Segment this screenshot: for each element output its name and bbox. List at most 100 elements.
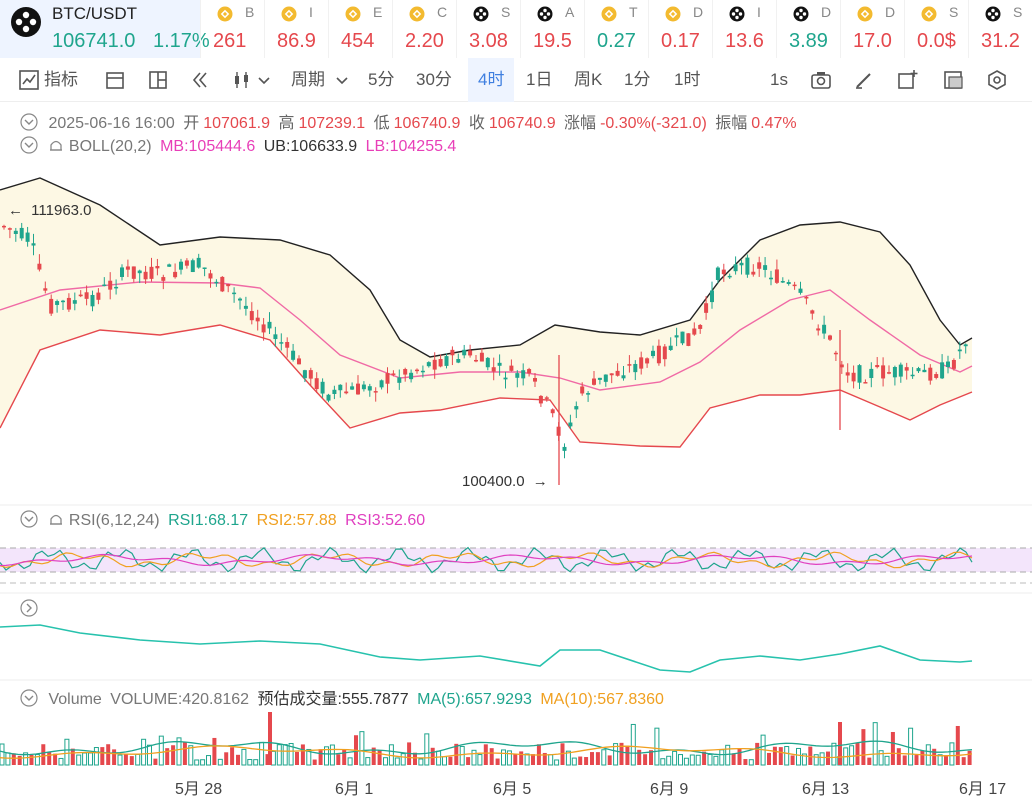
volume-bar	[265, 754, 270, 765]
candle-body	[739, 262, 744, 266]
boll-name: BOLL(20,2)	[68, 138, 152, 155]
candle-body	[2, 225, 6, 228]
volume-bar	[123, 753, 128, 765]
rsi2-line	[0, 551, 973, 569]
ticker-item[interactable]: D 3.89	[776, 0, 840, 58]
ticker-item[interactable]: D 17.0	[840, 0, 904, 58]
interval-1m[interactable]: 1分	[624, 70, 651, 89]
layers-icon[interactable]	[943, 69, 965, 91]
candle-body	[639, 357, 644, 369]
indicator-button[interactable]: 指标	[44, 70, 78, 89]
ticker-item[interactable]: S 3.08	[456, 0, 520, 58]
ticker-item[interactable]: C 2.20	[392, 0, 456, 58]
volume-bar	[448, 756, 453, 765]
current-pair-ticker[interactable]: BTC/USDT 106741.0 1.17%	[0, 0, 210, 58]
ticker-item[interactable]: S 0.0$	[904, 0, 968, 58]
collapse-icon[interactable]	[20, 136, 38, 154]
x-tick-label: 5月 28	[175, 781, 223, 798]
ticker-item[interactable]: D 0.17	[648, 0, 712, 58]
candle-type-icon[interactable]	[231, 69, 253, 91]
volume-bar	[182, 742, 187, 765]
camera-icon[interactable]	[810, 69, 832, 91]
candle-body	[751, 271, 756, 275]
volume-bar	[878, 750, 884, 766]
expand-pane[interactable]	[20, 599, 38, 622]
volume-bar	[5, 752, 11, 766]
period-button[interactable]: 周期	[291, 70, 325, 89]
interval-30m[interactable]: 30分	[416, 70, 452, 89]
ticker-item[interactable]: E 454	[328, 0, 392, 58]
volume-bar	[176, 737, 182, 766]
chevron-down-icon[interactable]	[257, 69, 271, 91]
candle-body	[875, 365, 880, 368]
candle-body	[957, 349, 962, 352]
x-tick-label: 6月 5	[493, 781, 532, 798]
volume-bar	[578, 756, 583, 765]
candle-body	[167, 264, 172, 267]
candle-body	[391, 373, 396, 375]
interval-1h[interactable]: 1时	[674, 70, 701, 89]
ticker-name: S	[949, 4, 959, 20]
interval-5m[interactable]: 5分	[368, 70, 395, 89]
candle-body	[249, 311, 254, 321]
volume-ma10-line	[0, 745, 973, 759]
add-drawing-icon[interactable]	[896, 69, 918, 91]
volume-bar	[400, 753, 406, 766]
ticker-item[interactable]: T 0.27	[584, 0, 648, 58]
collapse-icon[interactable]	[20, 510, 38, 528]
candle-body	[586, 393, 591, 395]
volume-bar	[796, 747, 801, 766]
candle-body	[592, 378, 596, 385]
interval-week[interactable]: 周K	[574, 70, 603, 89]
pencil-icon[interactable]	[853, 69, 875, 91]
candle-body	[828, 335, 832, 340]
volume-bar	[678, 754, 683, 766]
volume-bar	[737, 748, 742, 765]
volume-bar	[324, 746, 329, 766]
pair-change: 1.17%	[153, 30, 210, 52]
candle-body	[869, 368, 874, 379]
volume-bar	[872, 722, 878, 766]
ticker-value: 261	[213, 30, 247, 52]
ticker-item[interactable]: I 86.9	[264, 0, 328, 58]
ticker-value: 19.5	[533, 30, 572, 52]
candle-body	[474, 359, 478, 362]
volume-bar	[683, 757, 689, 766]
ticker-name: D	[885, 4, 896, 20]
chart-toolbar: 指标 周期 5分 30分 4时 1日 周K 1分 1时 1s	[0, 58, 1032, 102]
candle-body	[285, 341, 290, 348]
candle-body	[90, 294, 95, 307]
calendar-icon[interactable]	[104, 69, 126, 91]
boll-mid-line	[0, 281, 973, 391]
candle-body	[226, 284, 231, 287]
chevron-right-icon[interactable]	[20, 599, 38, 617]
bell-icon[interactable]	[48, 512, 64, 528]
rewind-icon[interactable]	[189, 69, 211, 91]
candle-body	[816, 328, 821, 331]
rsi2-value: RSI2:57.88	[256, 512, 337, 529]
ticker-item[interactable]: A 19.5	[520, 0, 584, 58]
refresh-rate[interactable]: 1s	[770, 70, 788, 89]
ticker-item[interactable]: I 13.6	[712, 0, 776, 58]
volume-bar	[217, 758, 223, 766]
ticker-item[interactable]: B 261	[200, 0, 264, 58]
interval-1d[interactable]: 1日	[526, 70, 553, 89]
volume-bar	[801, 753, 807, 766]
volume-bar	[129, 756, 134, 765]
volume-bar	[347, 757, 353, 766]
settings-icon[interactable]	[986, 69, 1008, 91]
high-marker-value: 111963.0	[31, 202, 92, 219]
collapse-icon[interactable]	[20, 689, 38, 707]
volume-bar	[861, 729, 866, 765]
bell-icon[interactable]	[48, 138, 64, 154]
layout-icon[interactable]	[147, 69, 169, 91]
ohlc-date: 2025-06-16 16:00	[48, 115, 175, 132]
candle-body	[798, 288, 803, 293]
interval-4h[interactable]: 4时	[468, 58, 515, 102]
candle-body	[845, 372, 850, 376]
ticker-item[interactable]: S 31.2	[968, 0, 1032, 58]
chevron-down-icon[interactable]	[335, 69, 349, 91]
collapse-icon[interactable]	[20, 113, 38, 131]
ticker-name: E	[373, 4, 383, 20]
